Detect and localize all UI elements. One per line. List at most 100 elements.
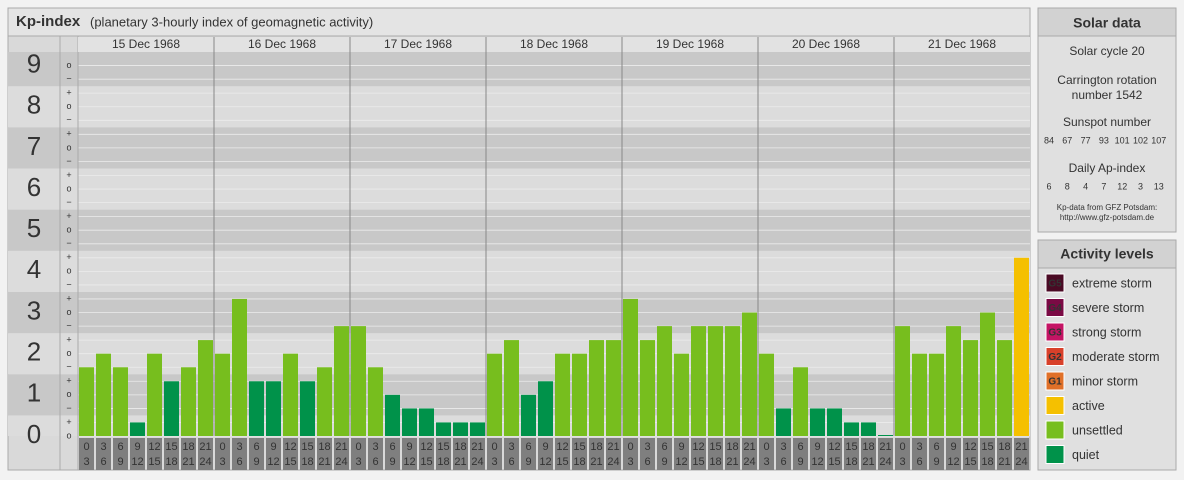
hour-label: 0 xyxy=(219,441,225,453)
bar xyxy=(368,367,383,436)
bar xyxy=(895,326,910,436)
bar xyxy=(487,353,502,436)
hour-cell xyxy=(538,438,553,470)
hour-label: 3 xyxy=(372,441,378,453)
bar xyxy=(589,340,604,436)
minor-tick-label: − xyxy=(66,238,71,248)
bar xyxy=(912,353,927,436)
ap-value: 3 xyxy=(1138,181,1143,191)
legend-label: quiet xyxy=(1072,448,1100,462)
hour-label: 18 xyxy=(590,441,602,453)
minor-tick-label: + xyxy=(66,252,71,262)
hour-cell xyxy=(334,438,349,470)
bar xyxy=(266,381,281,436)
hour-cell xyxy=(164,438,179,470)
legend-swatch xyxy=(1045,420,1065,440)
hour-label: 9 xyxy=(678,441,684,453)
hour-cell xyxy=(895,438,910,470)
minor-tick-label: − xyxy=(66,279,71,289)
hour-label: 15 xyxy=(420,456,432,468)
bar xyxy=(249,381,264,436)
chart-subtitle: (planetary 3-hourly index of geomagnetic… xyxy=(90,14,373,29)
bar xyxy=(181,367,196,436)
bar xyxy=(147,353,162,436)
minor-tick-label: o xyxy=(66,307,71,317)
date-label: 20 Dec 1968 xyxy=(792,37,860,51)
hour-label: 18 xyxy=(437,456,449,468)
hour-cell xyxy=(79,438,94,470)
minor-tick-label: − xyxy=(66,156,71,166)
minor-tick-label: + xyxy=(66,417,71,427)
hour-label: 9 xyxy=(134,441,140,453)
hour-cell xyxy=(1014,438,1029,470)
hour-label: 12 xyxy=(964,441,976,453)
y-tick-label: 9 xyxy=(27,48,41,78)
hour-label: 6 xyxy=(389,441,395,453)
bar xyxy=(164,381,179,436)
minor-tick-label: − xyxy=(66,320,71,330)
bar xyxy=(844,422,859,436)
hour-cell xyxy=(300,438,315,470)
sunspot-value: 107 xyxy=(1151,135,1166,145)
hour-cell xyxy=(691,438,706,470)
band xyxy=(8,52,1030,87)
hour-label: 18 xyxy=(165,456,177,468)
solar-title: Solar data xyxy=(1073,15,1141,31)
hour-cell xyxy=(453,438,468,470)
ap-value: 8 xyxy=(1065,181,1070,191)
minor-tick-label: + xyxy=(66,376,71,386)
hour-label: 0 xyxy=(491,441,497,453)
hour-label: 0 xyxy=(355,441,361,453)
hour-label: 9 xyxy=(525,456,531,468)
legend-label: strong storm xyxy=(1072,325,1141,339)
legend-badge: G5 xyxy=(1048,279,1062,290)
carrington: number 1542 xyxy=(1072,88,1143,102)
hour-cell xyxy=(929,438,944,470)
bar xyxy=(351,326,366,436)
bar xyxy=(657,326,672,436)
bar xyxy=(708,326,723,436)
hour-label: 18 xyxy=(998,441,1010,453)
hour-label: 15 xyxy=(981,441,993,453)
hour-label: 9 xyxy=(389,456,395,468)
y-tick-label: 8 xyxy=(27,90,41,120)
hour-cell xyxy=(351,438,366,470)
hour-label: 12 xyxy=(131,456,143,468)
hour-cell xyxy=(708,438,723,470)
minor-tick-label: o xyxy=(66,142,71,152)
bar xyxy=(113,367,128,436)
hour-label: 3 xyxy=(763,456,769,468)
ap-value: 12 xyxy=(1117,181,1127,191)
hour-label: 21 xyxy=(607,441,619,453)
hour-cell xyxy=(674,438,689,470)
bar xyxy=(215,353,230,436)
hour-label: 9 xyxy=(797,456,803,468)
legend-swatch xyxy=(1045,347,1065,366)
hour-label: 6 xyxy=(253,441,259,453)
legend-label: minor storm xyxy=(1072,374,1138,388)
hour-label: 6 xyxy=(117,441,123,453)
hour-label: 21 xyxy=(318,456,330,468)
hour-cell xyxy=(623,438,638,470)
hour-label: 3 xyxy=(780,441,786,453)
legend-swatch xyxy=(1045,322,1065,342)
hour-label: 15 xyxy=(148,456,160,468)
ap-value: 6 xyxy=(1046,181,1051,191)
bar xyxy=(691,326,706,436)
minor-tick-label: o xyxy=(66,183,71,193)
hour-cell xyxy=(759,438,774,470)
hour-label: 9 xyxy=(270,441,276,453)
hour-label: 12 xyxy=(403,456,415,468)
legend-badge: G1 xyxy=(1048,377,1062,388)
hour-label: 6 xyxy=(372,456,378,468)
hour-label: 18 xyxy=(981,456,993,468)
hour-label: 15 xyxy=(165,441,177,453)
hour-label: 12 xyxy=(947,456,959,468)
hour-label: 24 xyxy=(743,456,755,468)
date-label: 21 Dec 1968 xyxy=(928,37,996,51)
hour-label: 12 xyxy=(267,456,279,468)
y-tick-label: 4 xyxy=(27,254,41,284)
bar xyxy=(742,312,757,436)
hour-label: 6 xyxy=(525,441,531,453)
hour-label: 21 xyxy=(182,456,194,468)
